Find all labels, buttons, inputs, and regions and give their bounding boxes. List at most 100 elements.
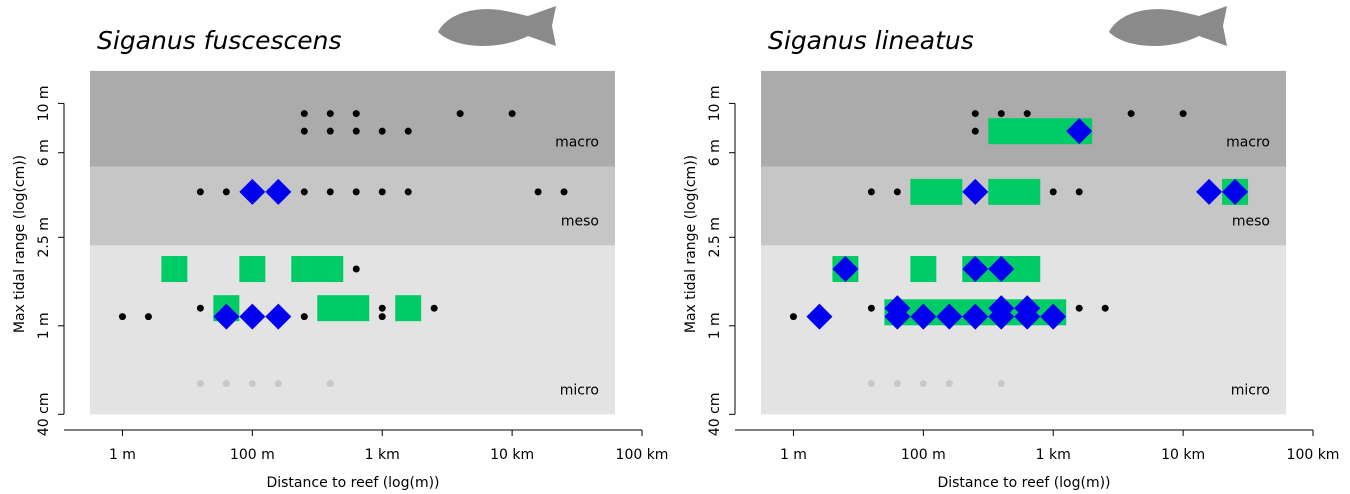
- dot-marker: [300, 127, 308, 135]
- dot-marker: [789, 313, 797, 321]
- range-bar: [910, 178, 963, 205]
- dot-marker: [867, 188, 875, 196]
- dot-marker: [274, 380, 282, 388]
- diamond-marker: [265, 303, 292, 330]
- zone-label: meso: [561, 213, 599, 229]
- dot-marker: [1127, 110, 1135, 118]
- dot-marker: [997, 110, 1005, 118]
- diamond-marker: [910, 303, 937, 330]
- zone-band: [90, 70, 615, 167]
- dot-marker: [326, 127, 334, 135]
- x-tick-label: 1 km: [365, 447, 400, 463]
- dot-marker: [378, 304, 386, 312]
- x-tick-label: 1 m: [780, 447, 807, 463]
- dot-marker: [196, 304, 204, 312]
- diamond-marker: [988, 256, 1015, 283]
- diamond-marker: [988, 303, 1015, 330]
- dot-marker: [919, 380, 927, 388]
- diamond-marker: [806, 303, 833, 330]
- x-tick-label: 100 km: [1287, 447, 1340, 463]
- dot-marker: [300, 313, 308, 321]
- dot-marker: [378, 127, 386, 135]
- panel: micro meso macro 40 cm 1 m 2.5 m 6 m 10 m 1 m 100…: [12, 26, 668, 491]
- y-tick-label: 2.5 m: [707, 217, 723, 257]
- panel: micro meso macro 40 cm 1 m 2.5 m 6 m 10 m 1 m 100…: [683, 26, 1339, 491]
- x-tick-label: 1 km: [1036, 447, 1071, 463]
- dot-marker: [971, 110, 979, 118]
- zone-label: macro: [555, 135, 599, 151]
- diamond-marker: [239, 178, 266, 205]
- y-tick-label: 1 m: [36, 312, 52, 339]
- x-axis-label: Distance to reef (log(m)): [937, 475, 1110, 491]
- dot-marker: [300, 110, 308, 118]
- chart-title: Siganus fuscescens: [97, 26, 341, 55]
- chart-title: Siganus lineatus: [768, 26, 974, 55]
- dot-marker: [196, 380, 204, 388]
- dot-marker: [945, 380, 953, 388]
- dot-marker: [508, 110, 516, 118]
- diamond-marker: [213, 303, 240, 330]
- diamond-marker: [936, 303, 963, 330]
- dot-marker: [378, 188, 386, 196]
- dot-marker: [867, 380, 875, 388]
- dot-marker: [404, 188, 412, 196]
- zone-label: macro: [1226, 135, 1270, 151]
- dot-marker: [118, 313, 126, 321]
- y-axis-label: Max tidal range (log(cm)): [683, 155, 699, 333]
- dot-marker: [352, 127, 360, 135]
- zone-band: [90, 166, 615, 246]
- x-tick-label: 100 m: [901, 447, 946, 463]
- diamond-marker: [1040, 303, 1067, 330]
- dot-marker: [1049, 188, 1057, 196]
- dot-marker: [560, 188, 568, 196]
- x-axis-label: Distance to reef (log(m)): [266, 475, 439, 491]
- diamond-marker: [1196, 178, 1223, 205]
- dot-marker: [352, 188, 360, 196]
- diamond-marker: [832, 256, 859, 283]
- dot-marker: [1075, 304, 1083, 312]
- y-tick-label: 2.5 m: [36, 217, 52, 257]
- dot-marker: [378, 313, 386, 321]
- dot-marker: [1023, 110, 1031, 118]
- range-bar: [395, 295, 422, 322]
- zone-label: micro: [560, 382, 599, 398]
- dot-marker: [867, 304, 875, 312]
- dot-marker: [326, 380, 334, 388]
- dot-marker: [196, 188, 204, 196]
- zone-label: meso: [1232, 213, 1270, 229]
- y-tick-label: 40 cm: [707, 392, 723, 436]
- fish-icon: [1109, 6, 1227, 46]
- dot-marker: [222, 188, 230, 196]
- diamond-marker: [1066, 118, 1093, 145]
- diamond-marker: [962, 178, 989, 205]
- dot-marker: [1179, 110, 1187, 118]
- x-tick-label: 10 km: [490, 447, 534, 463]
- diamond-marker: [962, 256, 989, 283]
- dot-marker: [144, 313, 152, 321]
- x-tick-label: 1 m: [109, 447, 136, 463]
- diamond-marker: [1222, 178, 1249, 205]
- range-bar: [291, 256, 344, 283]
- dot-marker: [300, 188, 308, 196]
- range-bar: [910, 256, 937, 283]
- y-tick-label: 10 m: [707, 85, 723, 121]
- dot-marker: [352, 110, 360, 118]
- dot-marker: [326, 110, 334, 118]
- dot-marker: [534, 188, 542, 196]
- y-tick-label: 1 m: [707, 312, 723, 339]
- dot-marker: [456, 110, 464, 118]
- diamond-marker: [265, 178, 292, 205]
- y-tick-label: 10 m: [36, 85, 52, 121]
- dot-marker: [404, 127, 412, 135]
- y-tick-label: 6 m: [707, 139, 723, 166]
- dot-marker: [222, 380, 230, 388]
- dot-marker: [1101, 304, 1109, 312]
- dot-marker: [893, 188, 901, 196]
- dot-marker: [971, 127, 979, 135]
- x-tick-label: 100 m: [230, 447, 275, 463]
- x-tick-label: 100 km: [616, 447, 669, 463]
- diamond-marker: [1014, 303, 1041, 330]
- dot-marker: [326, 188, 334, 196]
- y-tick-label: 40 cm: [36, 392, 52, 436]
- y-axis-label: Max tidal range (log(cm)): [12, 155, 28, 333]
